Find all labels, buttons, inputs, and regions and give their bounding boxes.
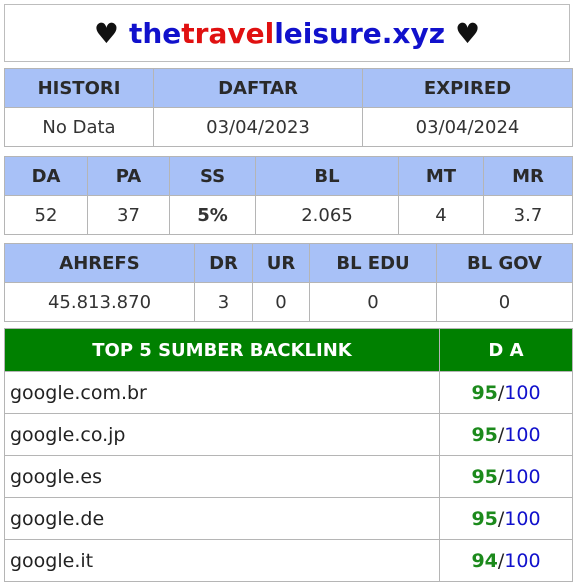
heart-icon-left: ♥ <box>93 16 119 50</box>
value-histori: No Data <box>4 107 154 147</box>
da-separator: / <box>497 381 505 404</box>
site-title-banner: ♥ thetravelleisure.xyz ♥ <box>4 4 570 62</box>
header-backlink-source: TOP 5 SUMBER BACKLINK <box>4 328 440 372</box>
backlink-da: 94/100 <box>439 539 573 582</box>
header-pa: PA <box>87 156 170 196</box>
header-histori: HISTORI <box>4 68 154 108</box>
header-ahrefs: AHREFS <box>4 243 195 283</box>
da-score: 95 <box>471 381 498 404</box>
backlink-table: TOP 5 SUMBER BACKLINK D A google.com.br … <box>4 328 573 582</box>
backlink-row: google.it 94/100 <box>4 539 573 582</box>
da-max: 100 <box>504 549 541 572</box>
history-header-row: HISTORI DAFTAR EXPIRED <box>4 68 573 108</box>
header-ur: UR <box>252 243 310 283</box>
backlink-row: google.es 95/100 <box>4 455 573 498</box>
history-value-row: No Data 03/04/2023 03/04/2024 <box>4 107 573 147</box>
backlink-row: google.com.br 95/100 <box>4 371 573 414</box>
heart-icon-right: ♥ <box>455 16 481 50</box>
value-expired: 03/04/2024 <box>362 107 573 147</box>
backlink-source: google.co.jp <box>4 413 440 456</box>
da-max: 100 <box>504 507 541 530</box>
da-max: 100 <box>504 381 541 404</box>
backlink-source: google.de <box>4 497 440 540</box>
header-dr: DR <box>194 243 253 283</box>
header-mr: MR <box>483 156 573 196</box>
header-ss: SS <box>169 156 256 196</box>
value-pa: 37 <box>87 195 170 235</box>
moz-metrics-table: DA PA SS BL MT MR 52 37 5% 2.065 4 3.7 <box>4 156 573 235</box>
value-bl: 2.065 <box>255 195 399 235</box>
domain-part-leisure: leisure.xyz <box>274 16 446 50</box>
ahrefs-header-row: AHREFS DR UR BL EDU BL GOV <box>4 243 573 283</box>
backlink-header-row: TOP 5 SUMBER BACKLINK D A <box>4 328 573 372</box>
value-bl-edu: 0 <box>309 282 437 322</box>
header-backlink-da: D A <box>439 328 573 372</box>
domain-part-the: the <box>128 16 182 50</box>
value-dr: 3 <box>194 282 253 322</box>
header-mt: MT <box>398 156 484 196</box>
da-score: 94 <box>471 549 498 572</box>
backlink-source: google.it <box>4 539 440 582</box>
backlink-row: google.co.jp 95/100 <box>4 413 573 456</box>
header-da: DA <box>4 156 88 196</box>
value-ss: 5% <box>169 195 256 235</box>
value-ur: 0 <box>252 282 310 322</box>
backlink-da: 95/100 <box>439 413 573 456</box>
site-domain: thetravelleisure.xyz <box>129 17 445 50</box>
value-mr: 3.7 <box>483 195 573 235</box>
ahrefs-value-row: 45.813.870 3 0 0 0 <box>4 282 573 322</box>
backlink-da: 95/100 <box>439 371 573 414</box>
value-daftar: 03/04/2023 <box>153 107 363 147</box>
value-bl-gov: 0 <box>436 282 573 322</box>
backlink-row: google.de 95/100 <box>4 497 573 540</box>
da-score: 95 <box>471 465 498 488</box>
domain-part-travel: travel <box>181 16 275 50</box>
da-score: 95 <box>471 423 498 446</box>
moz-value-row: 52 37 5% 2.065 4 3.7 <box>4 195 573 235</box>
ahrefs-table: AHREFS DR UR BL EDU BL GOV 45.813.870 3 … <box>4 243 573 322</box>
backlink-source: google.es <box>4 455 440 498</box>
backlink-da: 95/100 <box>439 455 573 498</box>
da-max: 100 <box>504 423 541 446</box>
header-bl-edu: BL EDU <box>309 243 437 283</box>
da-separator: / <box>497 423 505 446</box>
value-ahrefs: 45.813.870 <box>4 282 195 322</box>
header-bl-gov: BL GOV <box>436 243 573 283</box>
moz-header-row: DA PA SS BL MT MR <box>4 156 573 196</box>
da-score: 95 <box>471 507 498 530</box>
da-separator: / <box>497 507 505 530</box>
backlink-source: google.com.br <box>4 371 440 414</box>
header-daftar: DAFTAR <box>153 68 363 108</box>
value-mt: 4 <box>398 195 484 235</box>
history-table: HISTORI DAFTAR EXPIRED No Data 03/04/202… <box>4 68 573 147</box>
header-bl: BL <box>255 156 399 196</box>
da-separator: / <box>497 549 505 572</box>
backlink-da: 95/100 <box>439 497 573 540</box>
da-max: 100 <box>504 465 541 488</box>
value-da: 52 <box>4 195 88 235</box>
header-expired: EXPIRED <box>362 68 573 108</box>
da-separator: / <box>497 465 505 488</box>
